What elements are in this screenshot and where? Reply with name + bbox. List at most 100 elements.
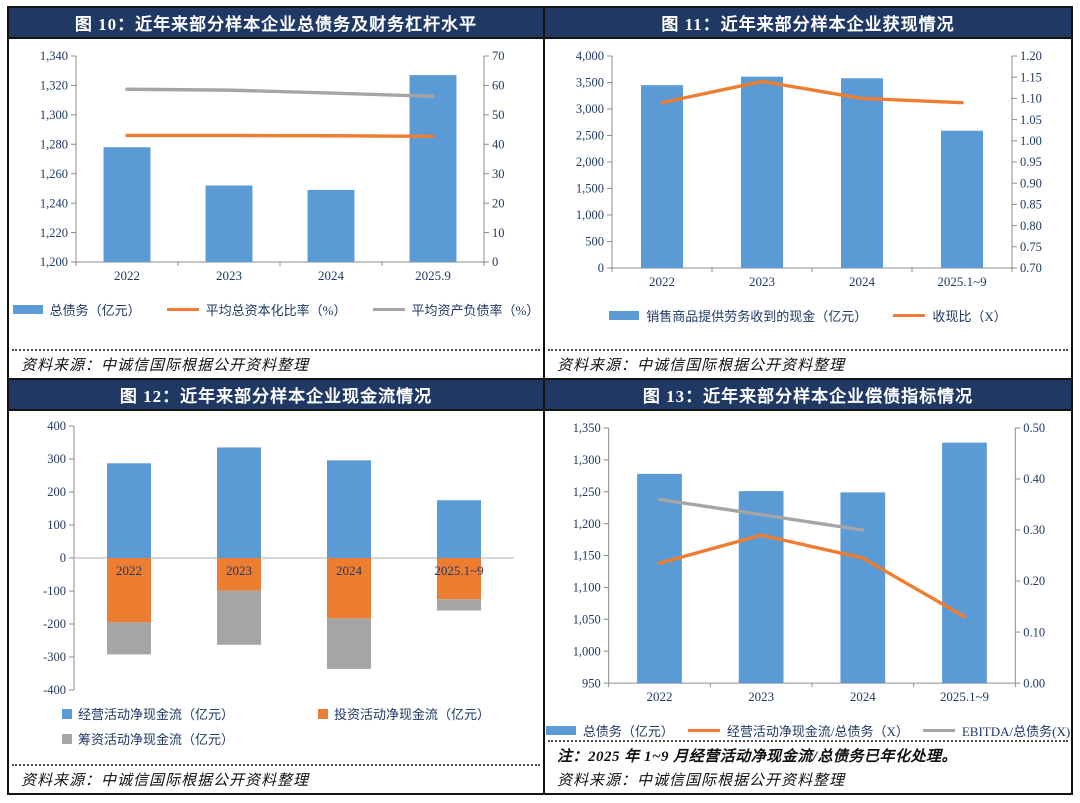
fig12-chart-canvas: -400 -300 -200 -100 0 100 200 300 400 2022 2023 202…	[43, 419, 514, 697]
legend-item-label: 收现比（X）	[932, 309, 1007, 324]
panel-fig11: 图 11：近年来部分样本企业获现情况 0 500 1,000 1,500 2,000 2,…	[545, 8, 1071, 380]
svg-text:1,280: 1,280	[40, 137, 68, 151]
line-swatch-icon	[893, 313, 926, 318]
fig10-chart-canvas: 1,200 1,220 1,240 1,260 1,280 1,300 1,320 1,340…	[40, 49, 505, 283]
fig12-legend: 经营活动净现金流（亿元） 投资活动净现金流（亿元） 筹资活动净现金流（亿元）	[61, 704, 490, 748]
panel-title-fig10: 图 10：近年来部分样本企业总债务及财务杠杆水平	[9, 8, 543, 39]
fig10-chart-area: 1,200 1,220 1,240 1,260 1,280 1,300 1,320 1,340…	[9, 39, 543, 349]
legend-item: EBITDA/总债务(X)	[922, 721, 1070, 740]
svg-text:50: 50	[492, 108, 505, 122]
svg-text:0.40: 0.40	[1023, 472, 1045, 486]
svg-text:0.30: 0.30	[1023, 523, 1045, 537]
svg-text:1,300: 1,300	[573, 453, 601, 467]
svg-text:0.10: 0.10	[1023, 625, 1045, 639]
svg-text:2024: 2024	[336, 563, 363, 578]
legend-item: 投资活动净现金流（亿元）	[318, 704, 490, 723]
svg-text:-400: -400	[43, 683, 66, 697]
bar-swatch-icon	[545, 726, 576, 735]
svg-text:-100: -100	[43, 584, 66, 598]
svg-text:1,200: 1,200	[573, 517, 601, 531]
svg-text:30: 30	[492, 167, 505, 181]
svg-text:2,500: 2,500	[576, 129, 604, 143]
fig11-chart-canvas: 0 500 1,000 1,500 2,000 2,500 3,000 3,500 4,000 0…	[576, 49, 1042, 289]
source-note: 资料来源：中诚信国际根据公开资料整理	[21, 773, 310, 789]
dotted-divider	[548, 349, 1068, 351]
legend-item: 经营活动净现金流/总债务（X）	[687, 721, 909, 740]
svg-text:2024: 2024	[850, 689, 876, 704]
svg-text:3,000: 3,000	[576, 102, 604, 116]
svg-text:1,150: 1,150	[573, 549, 601, 563]
line-swatch-icon	[372, 307, 405, 312]
svg-text:0.95: 0.95	[1020, 155, 1042, 169]
square-swatch-icon	[318, 708, 328, 719]
legend-item: 平均资产负债率（%）	[372, 300, 539, 319]
svg-text:2023: 2023	[749, 274, 775, 289]
source-note: 资料来源：中诚信国际根据公开资料整理	[557, 773, 846, 789]
svg-text:3,500: 3,500	[576, 76, 604, 90]
svg-text:0.50: 0.50	[1023, 421, 1045, 435]
svg-text:2,000: 2,000	[576, 155, 604, 169]
svg-text:1,100: 1,100	[573, 581, 601, 595]
svg-text:300: 300	[47, 452, 66, 466]
svg-text:1,250: 1,250	[573, 485, 601, 499]
svg-text:1,260: 1,260	[40, 167, 68, 181]
legend-item: 销售商品提供劳务收到的现金（亿元）	[609, 306, 867, 325]
legend-item-label: 总债务（亿元）	[49, 303, 141, 318]
svg-text:2025.1~9: 2025.1~9	[937, 274, 986, 289]
legend-item: 筹资活动净现金流（亿元）	[61, 729, 234, 748]
svg-text:2022: 2022	[114, 268, 140, 283]
svg-text:1,000: 1,000	[573, 644, 601, 658]
svg-text:500: 500	[585, 235, 604, 249]
svg-text:950: 950	[582, 676, 601, 690]
svg-text:2023: 2023	[748, 689, 774, 704]
fig12-chart-area: -400 -300 -200 -100 0 100 200 300 400 2022 2023 202…	[9, 411, 543, 764]
svg-text:1,340: 1,340	[40, 49, 68, 63]
svg-text:0.80: 0.80	[1020, 219, 1042, 233]
legend-item-label: 投资活动净现金流（亿元）	[334, 707, 491, 722]
svg-text:0.20: 0.20	[1023, 574, 1045, 588]
panel-title-fig13: 图 13：近年来部分样本企业偿债指标情况	[545, 380, 1071, 411]
svg-text:1,000: 1,000	[576, 208, 604, 222]
legend-item-label: 经营活动净现金流（亿元）	[77, 707, 234, 722]
svg-text:1,200: 1,200	[40, 255, 68, 269]
panel-title-fig12: 图 12：近年来部分样本企业现金流情况	[9, 380, 543, 411]
legend-item: 总债务（亿元）	[545, 721, 674, 740]
panel-title-fig11: 图 11：近年来部分样本企业获现情况	[545, 8, 1071, 39]
dotted-divider	[548, 740, 1068, 742]
svg-text:400: 400	[47, 419, 66, 433]
svg-text:1,220: 1,220	[40, 226, 68, 240]
legend-item: 收现比（X）	[893, 306, 1007, 325]
svg-text:2023: 2023	[216, 268, 242, 283]
svg-text:0.00: 0.00	[1023, 676, 1045, 690]
square-swatch-icon	[61, 708, 72, 719]
svg-text:1,320: 1,320	[40, 79, 68, 93]
svg-text:70: 70	[492, 49, 505, 63]
svg-text:0.75: 0.75	[1020, 240, 1042, 254]
annotation-note: 注：2025 年 1~9 月经营活动净现金流/总债务已年化处理。	[557, 748, 957, 765]
svg-text:100: 100	[47, 518, 66, 532]
source-note: 资料来源：中诚信国际根据公开资料整理	[557, 358, 846, 374]
svg-text:2025.1~9: 2025.1~9	[940, 689, 989, 704]
svg-text:2022: 2022	[647, 689, 673, 704]
legend-item-label: 总债务（亿元）	[582, 724, 674, 739]
svg-text:2022: 2022	[649, 274, 675, 289]
legend-item-label: 筹资活动净现金流（亿元）	[77, 732, 234, 747]
svg-text:2024: 2024	[318, 268, 345, 283]
panel-fig13: 图 13：近年来部分样本企业偿债指标情况 950 1,000 1,050 1,100 1…	[545, 380, 1071, 793]
fig13-legend: 总债务（亿元） 经营活动净现金流/总债务（X） EBITDA/总债务(X)	[545, 721, 1070, 740]
svg-text:0: 0	[60, 551, 66, 565]
line-swatch-icon	[922, 728, 955, 733]
svg-text:20: 20	[492, 196, 505, 210]
panel-fig10: 图 10：近年来部分样本企业总债务及财务杠杆水平 1,200 1,220 1,240…	[9, 8, 545, 380]
svg-text:0.90: 0.90	[1020, 176, 1042, 190]
square-swatch-icon	[61, 733, 72, 744]
svg-text:2025.9: 2025.9	[415, 268, 451, 283]
legend-item-label: 平均总资本化比率（%）	[205, 303, 347, 318]
legend-item-label: 经营活动净现金流/总债务（X）	[726, 724, 909, 739]
line-swatch-icon	[166, 307, 199, 312]
svg-text:1.15: 1.15	[1020, 70, 1042, 84]
svg-text:60: 60	[492, 79, 505, 93]
figure-grid: 图 10：近年来部分样本企业总债务及财务杠杆水平 1,200 1,220 1,240…	[7, 6, 1073, 795]
svg-text:1,050: 1,050	[573, 613, 601, 627]
dotted-divider	[12, 764, 540, 766]
